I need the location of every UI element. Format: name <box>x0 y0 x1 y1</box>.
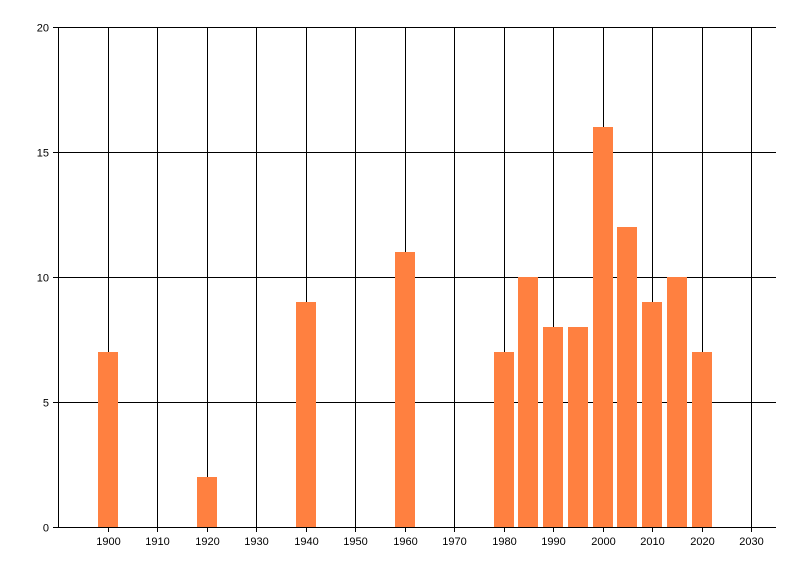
bar-1985 <box>518 277 538 527</box>
bar-1960 <box>395 252 415 527</box>
bar-2000 <box>593 127 613 527</box>
x-tick-label: 2010 <box>640 536 664 548</box>
bar-1980 <box>494 352 514 527</box>
bars <box>98 127 712 527</box>
x-tick-label: 1990 <box>541 536 565 548</box>
bar-2020 <box>692 352 712 527</box>
x-tick-label: 1960 <box>393 536 417 548</box>
bar-1920 <box>197 477 217 527</box>
tick-labels: 0 5 10 15 20 1900 1910 1920 1930 1940 1950 1960 1970… <box>37 23 764 549</box>
bar-1990 <box>543 327 563 527</box>
x-tick-label: 1950 <box>343 536 367 548</box>
bar-2015 <box>667 277 687 527</box>
x-tick-label: 2030 <box>739 536 763 548</box>
x-tick-label: 1940 <box>294 536 318 548</box>
x-tick-label: 1910 <box>145 536 169 548</box>
y-tick-label: 5 <box>43 398 49 410</box>
x-tick-label: 2020 <box>690 536 714 548</box>
bar-2005 <box>617 227 637 527</box>
x-tick-label: 1930 <box>244 536 268 548</box>
y-tick-label: 20 <box>37 23 49 35</box>
bar-1940 <box>296 302 316 527</box>
x-tick-label: 1970 <box>442 536 466 548</box>
x-tick-label: 2000 <box>591 536 615 548</box>
x-tick-label: 1900 <box>96 536 120 548</box>
x-tick-label: 1980 <box>492 536 516 548</box>
x-tick-label: 1920 <box>195 536 219 548</box>
axes <box>53 27 776 532</box>
y-tick-label: 15 <box>37 148 49 160</box>
y-tick-label: 10 <box>37 273 49 285</box>
bar-1900 <box>98 352 118 527</box>
y-tick-label: 0 <box>43 523 49 535</box>
bar-1995 <box>568 327 588 527</box>
bar-2010 <box>642 302 662 527</box>
